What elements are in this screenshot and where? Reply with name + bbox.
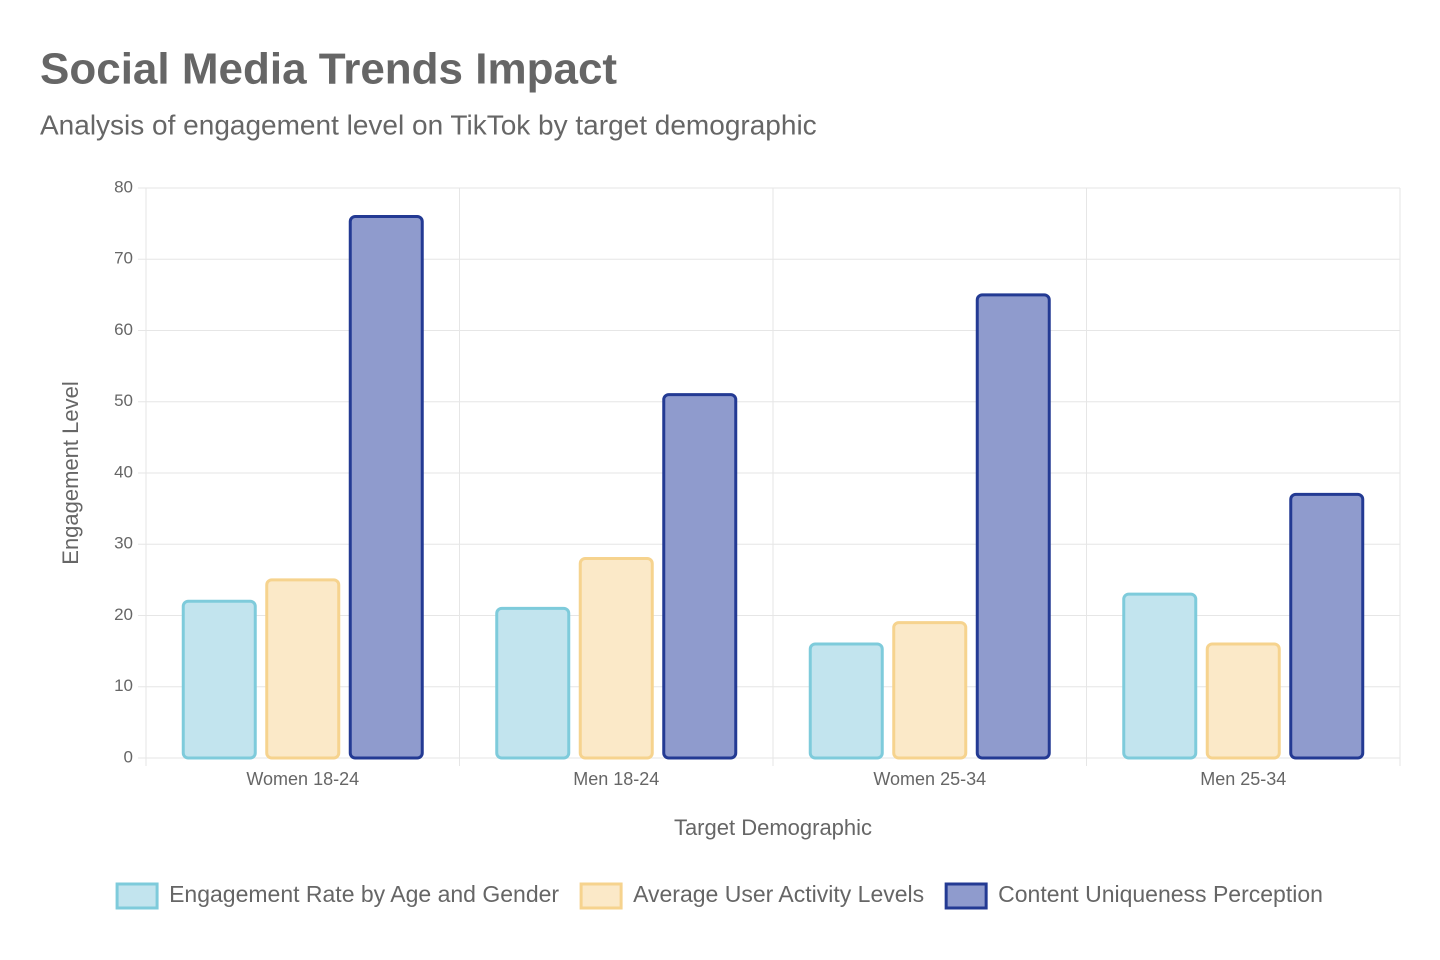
y-tick-label: 60 — [114, 320, 133, 339]
y-tick-label: 70 — [114, 249, 133, 268]
legend-label: Average User Activity Levels — [633, 881, 924, 907]
y-tick-label: 20 — [114, 605, 133, 624]
bar — [1205, 642, 1281, 760]
x-axis-title: Target Demographic — [674, 815, 872, 840]
legend-swatch — [944, 882, 988, 910]
bar — [495, 606, 571, 760]
bar — [181, 599, 257, 760]
bar — [348, 215, 424, 760]
legend-label: Content Uniqueness Perception — [998, 881, 1323, 907]
x-tick-label: Men 25-34 — [1200, 769, 1286, 789]
y-tick-label: 30 — [114, 534, 133, 553]
y-tick-label: 0 — [124, 747, 133, 766]
legend-swatch — [579, 882, 623, 910]
x-tick-label: Men 18-24 — [573, 769, 659, 789]
x-tick-label: Women 18-24 — [246, 769, 359, 789]
y-tick-label: 80 — [114, 177, 133, 196]
chart-subtitle: Analysis of engagement level on TikTok b… — [40, 109, 817, 140]
bar — [578, 557, 654, 760]
x-tick-label: Women 25-34 — [873, 769, 986, 789]
y-tick-label: 40 — [114, 462, 133, 481]
legend-swatch — [115, 882, 159, 910]
bar — [265, 578, 341, 760]
bar — [662, 393, 738, 760]
bar — [892, 621, 968, 760]
legend-label: Engagement Rate by Age and Gender — [169, 881, 559, 907]
bar — [808, 642, 884, 760]
y-tick-label: 50 — [114, 391, 133, 410]
bar — [1289, 492, 1365, 760]
bar — [1122, 592, 1198, 760]
chart-title: Social Media Trends Impact — [40, 45, 617, 94]
y-axis-title: Engagement Level — [58, 381, 83, 564]
y-tick-label: 10 — [114, 676, 133, 695]
bar — [975, 293, 1051, 760]
